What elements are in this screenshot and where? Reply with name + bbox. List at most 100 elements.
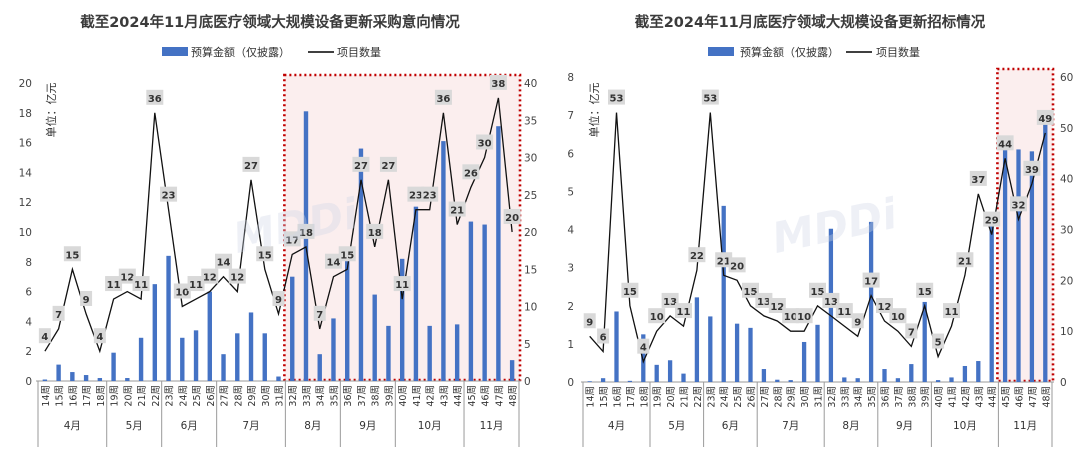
- budget-bar: [427, 325, 432, 381]
- month-label: 4月: [64, 420, 81, 432]
- count-data-label: 9: [83, 295, 90, 306]
- budget-bar: [413, 206, 419, 381]
- legend-label-budget: 预算金额（仅披露）: [740, 45, 839, 59]
- budget-bar: [111, 352, 116, 381]
- budget-bar: [152, 284, 158, 381]
- budget-bar: [976, 361, 981, 382]
- count-label-box: [338, 246, 356, 262]
- count-data-label: 23: [162, 191, 176, 202]
- count-data-label: 18: [368, 228, 382, 239]
- count-data-label: 12: [203, 273, 217, 284]
- count-label-box: [63, 246, 81, 262]
- x-tick-label: 20周: [123, 385, 134, 407]
- x-tick-label: 25周: [733, 386, 744, 408]
- count-label-box: [809, 282, 826, 298]
- budget-bar: [868, 221, 874, 382]
- x-tick-label: 34周: [854, 386, 865, 408]
- count-data-label: 15: [918, 287, 932, 298]
- count-label-box: [256, 246, 274, 262]
- x-tick-label: 18周: [96, 385, 107, 407]
- budget-bar: [909, 364, 914, 382]
- count-data-label: 4: [640, 343, 647, 354]
- x-tick-label: 33周: [840, 386, 851, 408]
- count-label-box: [583, 313, 596, 329]
- x-tick-label: 15周: [599, 386, 610, 408]
- x-tick-label: 39周: [384, 385, 395, 407]
- budget-bar: [721, 205, 726, 382]
- x-tick-label: 29周: [787, 386, 798, 408]
- budget-bar: [761, 369, 767, 382]
- y-right-tick-label: 25: [524, 190, 537, 202]
- count-data-label: 14: [327, 258, 341, 269]
- count-label-box: [80, 290, 93, 306]
- y-left-tick-label: 0: [567, 377, 574, 389]
- budget-bar: [949, 377, 954, 382]
- unit-label: 单位：亿元: [587, 83, 601, 138]
- budget-bar: [56, 364, 61, 381]
- x-tick-label: 23周: [706, 386, 717, 408]
- x-tick-label: 37周: [894, 386, 905, 408]
- x-tick-label: 45周: [467, 385, 478, 407]
- count-label-box: [969, 170, 987, 186]
- month-label: 8月: [304, 420, 321, 432]
- count-label-box: [715, 252, 733, 268]
- count-label-box: [768, 298, 786, 313]
- budget-bar: [468, 221, 474, 381]
- y-right-tick-label: 40: [1060, 174, 1073, 186]
- count-data-label: 15: [340, 250, 354, 261]
- count-data-label: 7: [316, 310, 323, 321]
- budget-bar: [331, 318, 336, 381]
- x-tick-label: 44周: [988, 386, 999, 408]
- y-right-tick-label: 40: [524, 78, 537, 90]
- y-right-tick-label: 30: [1060, 225, 1073, 237]
- count-line: [589, 112, 1046, 364]
- count-data-label: 30: [478, 139, 492, 150]
- budget-bar: [1043, 117, 1048, 382]
- count-label-box: [476, 134, 494, 150]
- x-tick-label: 19周: [110, 385, 121, 407]
- count-label-box: [272, 290, 285, 306]
- y-left-tick-label: 4: [25, 316, 32, 328]
- unit-label: 单位：亿元: [44, 83, 58, 138]
- y-left-tick-label: 1: [567, 339, 574, 351]
- count-data-label: 12: [230, 273, 244, 284]
- y-left-tick-label: 4: [567, 225, 574, 237]
- budget-bar: [386, 325, 391, 381]
- count-label-box: [407, 186, 425, 202]
- count-data-label: 29: [985, 216, 999, 227]
- legend-label-budget: 预算金额（仅披露）: [191, 45, 290, 59]
- x-tick-label: 27周: [220, 385, 231, 407]
- month-label: 4月: [608, 420, 625, 432]
- month-label: 11月: [1013, 420, 1037, 432]
- count-label-box: [421, 186, 439, 202]
- y-left-tick-label: 14: [19, 167, 33, 179]
- count-label-box: [916, 282, 934, 298]
- x-tick-label: 30周: [261, 385, 272, 407]
- count-label-box: [889, 308, 907, 324]
- count-label-box: [489, 74, 507, 90]
- count-label-box: [313, 305, 326, 321]
- budget-bar: [667, 360, 673, 382]
- x-tick-label: 14周: [41, 385, 52, 407]
- x-tick-label: 26周: [206, 385, 217, 407]
- budget-bar: [627, 380, 633, 382]
- x-tick-label: 33周: [302, 385, 313, 407]
- count-data-label: 9: [586, 317, 593, 328]
- x-tick-label: 23周: [165, 385, 176, 407]
- count-label-box: [742, 282, 759, 298]
- budget-bar: [895, 378, 901, 382]
- count-data-label: 4: [41, 332, 48, 343]
- count-data-label: 44: [998, 139, 1012, 150]
- budget-bar: [83, 375, 89, 381]
- count-label-box: [324, 253, 342, 269]
- budget-bar: [788, 380, 793, 382]
- month-label: 8月: [842, 420, 859, 432]
- budget-bar: [70, 372, 75, 381]
- count-label-box: [462, 164, 480, 180]
- count-data-label: 21: [450, 206, 464, 217]
- count-label-box: [52, 305, 65, 321]
- count-label-box: [943, 303, 960, 319]
- count-data-label: 10: [797, 312, 811, 323]
- chart-panel-intent: 截至2024年11月底医疗领域大规模设备更新采购意向情况 预算金额（仅披露） 项目数…: [0, 0, 540, 451]
- count-data-label: 11: [107, 280, 121, 291]
